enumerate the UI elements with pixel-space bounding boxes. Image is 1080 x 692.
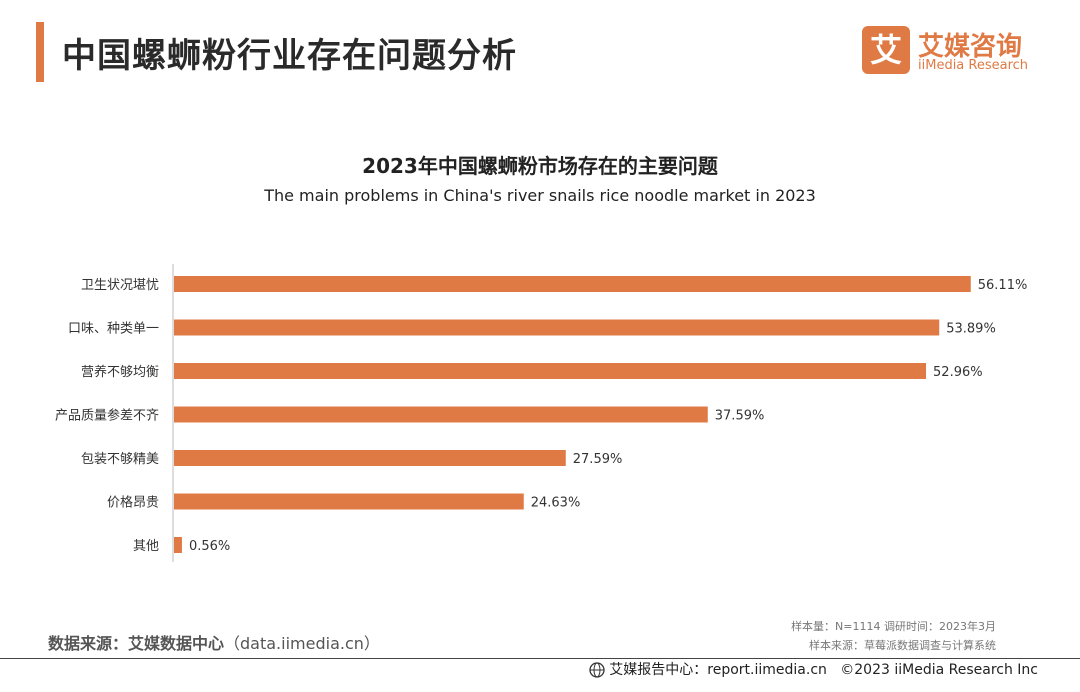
sample-info: 样本量：N=1114 调研时间：2023年3月 bbox=[791, 620, 996, 633]
logo-mark-icon: 艾 bbox=[862, 26, 910, 74]
logo-name-en: iiMedia Research bbox=[918, 58, 1029, 73]
logo-name-cn: 艾媒咨询 bbox=[918, 32, 1023, 62]
chart-title: 2023年中国螺蛳粉市场存在的主要问题 bbox=[362, 154, 718, 178]
category-label: 包装不够精美 bbox=[81, 452, 159, 467]
bar bbox=[174, 537, 182, 553]
data-source-link[interactable]: （data.iimedia.cn） bbox=[224, 634, 380, 653]
data-label: 52.96% bbox=[933, 365, 983, 380]
data-source-label: 数据来源：艾媒数据中心 bbox=[48, 634, 225, 653]
report-center-link[interactable]: 艾媒报告中心：report.iimedia.cn bbox=[609, 662, 827, 678]
data-label: 0.56% bbox=[189, 539, 230, 554]
copyright: ©2023 iiMedia Research Inc bbox=[840, 662, 1038, 678]
data-source: 数据来源：艾媒数据中心（data.iimedia.cn） bbox=[48, 630, 380, 654]
category-label: 营养不够均衡 bbox=[81, 364, 159, 380]
sample-source: 样本来源：草莓派数据调查与计算系统 bbox=[809, 639, 996, 652]
iimedia-logo: 艾 艾媒咨询 iiMedia Research bbox=[862, 26, 1032, 76]
bottom-bar: 艾媒报告中心：report.iimedia.cn ©2023 iiMedia R… bbox=[589, 659, 1038, 679]
data-label: 24.63% bbox=[531, 496, 581, 511]
category-label: 价格昂贵 bbox=[107, 495, 159, 511]
data-label: 53.89% bbox=[946, 322, 996, 337]
category-label: 产品质量参差不齐 bbox=[55, 408, 159, 424]
bar bbox=[174, 450, 566, 466]
footer-divider bbox=[0, 658, 1080, 659]
data-label: 56.11% bbox=[978, 278, 1028, 293]
category-label: 口味、种类单一 bbox=[68, 322, 159, 337]
bar bbox=[174, 276, 971, 292]
category-label: 卫生状况堪忧 bbox=[81, 278, 159, 293]
bar bbox=[174, 406, 708, 423]
category-label: 其他 bbox=[133, 539, 159, 554]
title-accent-bar bbox=[36, 22, 44, 82]
bar bbox=[174, 363, 927, 379]
data-label: 37.59% bbox=[715, 409, 765, 424]
bar-chart: 卫生状况堪忧 56.11% 口味、种类单一 53.89% 营养不够均衡 52.96% 产品质… bbox=[55, 264, 1028, 562]
bar bbox=[174, 319, 940, 336]
globe-icon bbox=[589, 662, 605, 678]
chart-subtitle: The main problems in China's river snail… bbox=[264, 186, 816, 205]
bar bbox=[174, 493, 524, 510]
page-title: 中国螺蛳粉行业存在问题分析 bbox=[62, 36, 517, 76]
data-label: 27.59% bbox=[573, 452, 623, 467]
